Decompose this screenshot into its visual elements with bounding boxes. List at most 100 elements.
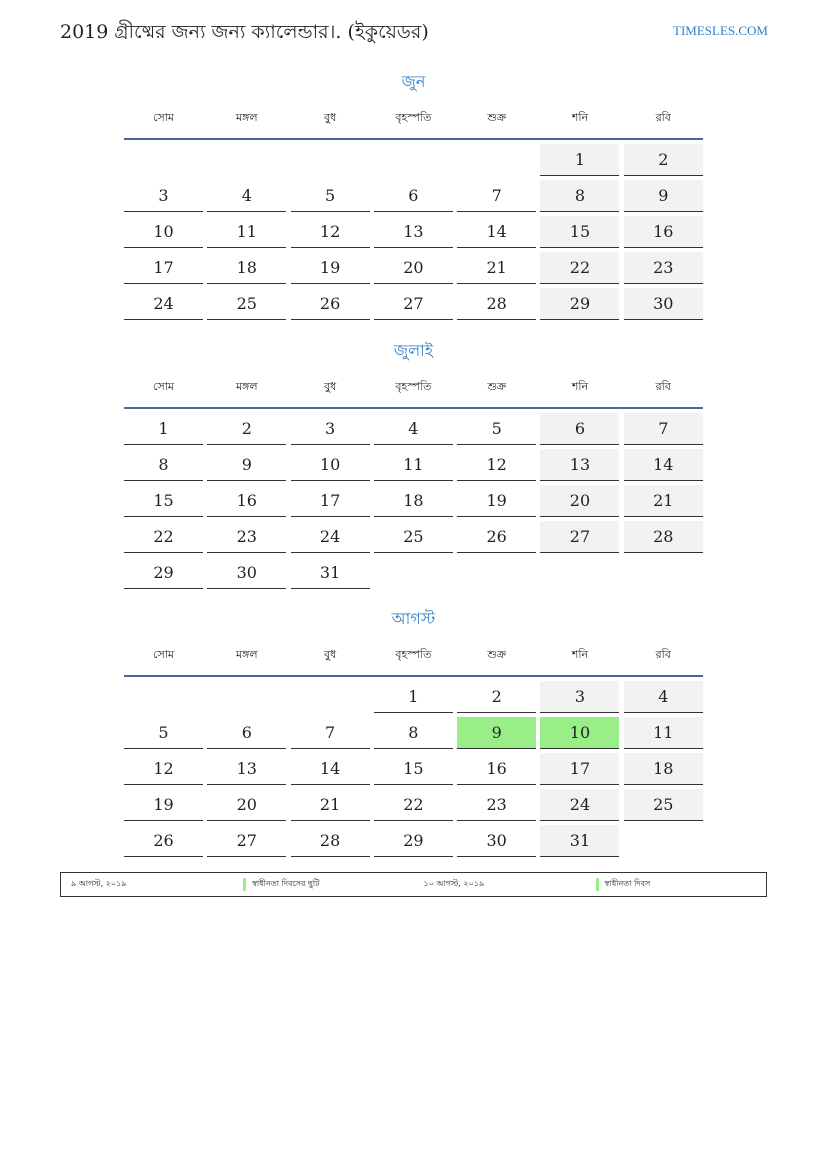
- day-cell[interactable]: 22: [124, 521, 203, 553]
- day-cell[interactable]: 9: [623, 180, 703, 212]
- day-cell[interactable]: 16: [457, 753, 537, 785]
- day-cell[interactable]: 25: [373, 521, 453, 553]
- day-cell[interactable]: 24: [124, 288, 203, 320]
- day-cell[interactable]: 14: [457, 216, 537, 248]
- day-cell[interactable]: 6: [373, 180, 453, 212]
- day-cell[interactable]: 30: [457, 825, 537, 857]
- day-cell[interactable]: 20: [373, 252, 453, 284]
- weekday-label: মঙ্গল: [235, 648, 258, 661]
- weekday-header: সোম মঙ্গল বুধ বৃহস্পতি শুক্র শনি রবি: [124, 643, 703, 667]
- day-cell[interactable]: 4: [373, 413, 453, 445]
- day-cell[interactable]: 23: [457, 789, 537, 821]
- day-cell[interactable]: 6: [207, 717, 287, 749]
- day-cell[interactable]: 10: [124, 216, 203, 248]
- day-cell[interactable]: 17: [540, 753, 620, 785]
- day-cell[interactable]: 18: [373, 485, 453, 517]
- week-row: 22 23 24 25 26 27 28: [124, 521, 703, 557]
- day-cell[interactable]: 22: [540, 252, 620, 284]
- day-cell[interactable]: 11: [207, 216, 287, 248]
- weekday-header: সোম মঙ্গল বুধ বৃহস্পতি শুক্র শনি রবি: [124, 106, 703, 130]
- day-cell[interactable]: 29: [124, 557, 203, 589]
- day-cell[interactable]: 27: [373, 288, 453, 320]
- day-cell[interactable]: 7: [623, 413, 703, 445]
- day-cell[interactable]: 31: [540, 825, 620, 857]
- day-cell[interactable]: 3: [124, 180, 203, 212]
- day-cell[interactable]: 25: [207, 288, 287, 320]
- day-cell[interactable]: 30: [623, 288, 703, 320]
- day-cell[interactable]: 15: [540, 216, 620, 248]
- day-cell[interactable]: 12: [124, 753, 203, 785]
- day-cell[interactable]: 30: [207, 557, 287, 589]
- day-cell[interactable]: 24: [540, 789, 620, 821]
- day-cell[interactable]: 28: [457, 288, 537, 320]
- brand-link[interactable]: TIMESLES.COM: [673, 23, 768, 38]
- day-cell[interactable]: 7: [290, 717, 370, 749]
- day-cell[interactable]: 11: [373, 449, 453, 481]
- day-cell[interactable]: 8: [540, 180, 620, 212]
- day-cell[interactable]: 10: [540, 717, 620, 749]
- day-cell[interactable]: 16: [623, 216, 703, 248]
- day-cell[interactable]: 1: [124, 413, 203, 445]
- day-cell[interactable]: 28: [623, 521, 703, 553]
- day-cell[interactable]: 2: [207, 413, 287, 445]
- page-title: 2019 গ্রীষ্মের জন্য জন্য ক্যালেন্ডার।. (…: [60, 21, 429, 43]
- day-cell[interactable]: 16: [207, 485, 287, 517]
- day-cell[interactable]: 1: [540, 144, 620, 176]
- day-cell[interactable]: 6: [540, 413, 620, 445]
- day-cell[interactable]: 13: [373, 216, 453, 248]
- day-cell[interactable]: 18: [207, 252, 287, 284]
- day-cell[interactable]: 14: [623, 449, 703, 481]
- day-cell[interactable]: 19: [290, 252, 370, 284]
- day-cell[interactable]: 18: [623, 753, 703, 785]
- day-cell[interactable]: 15: [373, 753, 453, 785]
- day-cell[interactable]: 2: [457, 681, 537, 713]
- day-cell[interactable]: 5: [124, 717, 203, 749]
- day-cell[interactable]: 1: [373, 681, 453, 713]
- day-cell[interactable]: 9: [457, 717, 537, 749]
- day-cell[interactable]: 26: [457, 521, 537, 553]
- day-cell[interactable]: 12: [457, 449, 537, 481]
- day-cell[interactable]: 3: [540, 681, 620, 713]
- day-cell[interactable]: 11: [623, 717, 703, 749]
- day-cell[interactable]: 20: [207, 789, 287, 821]
- day-cell[interactable]: 23: [207, 521, 287, 553]
- day-cell[interactable]: 5: [457, 413, 537, 445]
- day-cell[interactable]: 20: [540, 485, 620, 517]
- day-cell[interactable]: 21: [290, 789, 370, 821]
- day-cell[interactable]: 12: [290, 216, 370, 248]
- day-cell[interactable]: 7: [457, 180, 537, 212]
- day-cell[interactable]: 19: [457, 485, 537, 517]
- day-cell[interactable]: 9: [207, 449, 287, 481]
- day-cell[interactable]: 8: [124, 449, 203, 481]
- day-cell[interactable]: 28: [290, 825, 370, 857]
- day-cell[interactable]: 13: [207, 753, 287, 785]
- day-cell[interactable]: 21: [623, 485, 703, 517]
- day-cell[interactable]: 29: [540, 288, 620, 320]
- day-cell[interactable]: 19: [124, 789, 203, 821]
- day-cell[interactable]: 14: [290, 753, 370, 785]
- day-cell[interactable]: 2: [623, 144, 703, 176]
- day-cell[interactable]: 17: [290, 485, 370, 517]
- day-cell[interactable]: 23: [623, 252, 703, 284]
- weekday-label: সোম: [152, 380, 175, 393]
- day-cell[interactable]: 25: [623, 789, 703, 821]
- day-cell[interactable]: 3: [290, 413, 370, 445]
- day-cell[interactable]: 15: [124, 485, 203, 517]
- day-cell[interactable]: 24: [290, 521, 370, 553]
- day-cell[interactable]: 27: [207, 825, 287, 857]
- day-cell[interactable]: 22: [373, 789, 453, 821]
- day-cell[interactable]: 26: [290, 288, 370, 320]
- day-cell[interactable]: 29: [373, 825, 453, 857]
- day-cell[interactable]: 5: [290, 180, 370, 212]
- day-cell[interactable]: 27: [540, 521, 620, 553]
- day-cell[interactable]: 13: [540, 449, 620, 481]
- day-cell[interactable]: 4: [207, 180, 287, 212]
- weekday-header: সোম মঙ্গল বুধ বৃহস্পতি শুক্র শনি রবি: [124, 375, 703, 399]
- day-cell[interactable]: 17: [124, 252, 203, 284]
- day-cell[interactable]: 10: [290, 449, 370, 481]
- day-cell[interactable]: 8: [373, 717, 453, 749]
- day-cell[interactable]: 31: [290, 557, 370, 589]
- day-cell[interactable]: 21: [457, 252, 537, 284]
- day-cell[interactable]: 26: [124, 825, 203, 857]
- day-cell[interactable]: 4: [623, 681, 703, 713]
